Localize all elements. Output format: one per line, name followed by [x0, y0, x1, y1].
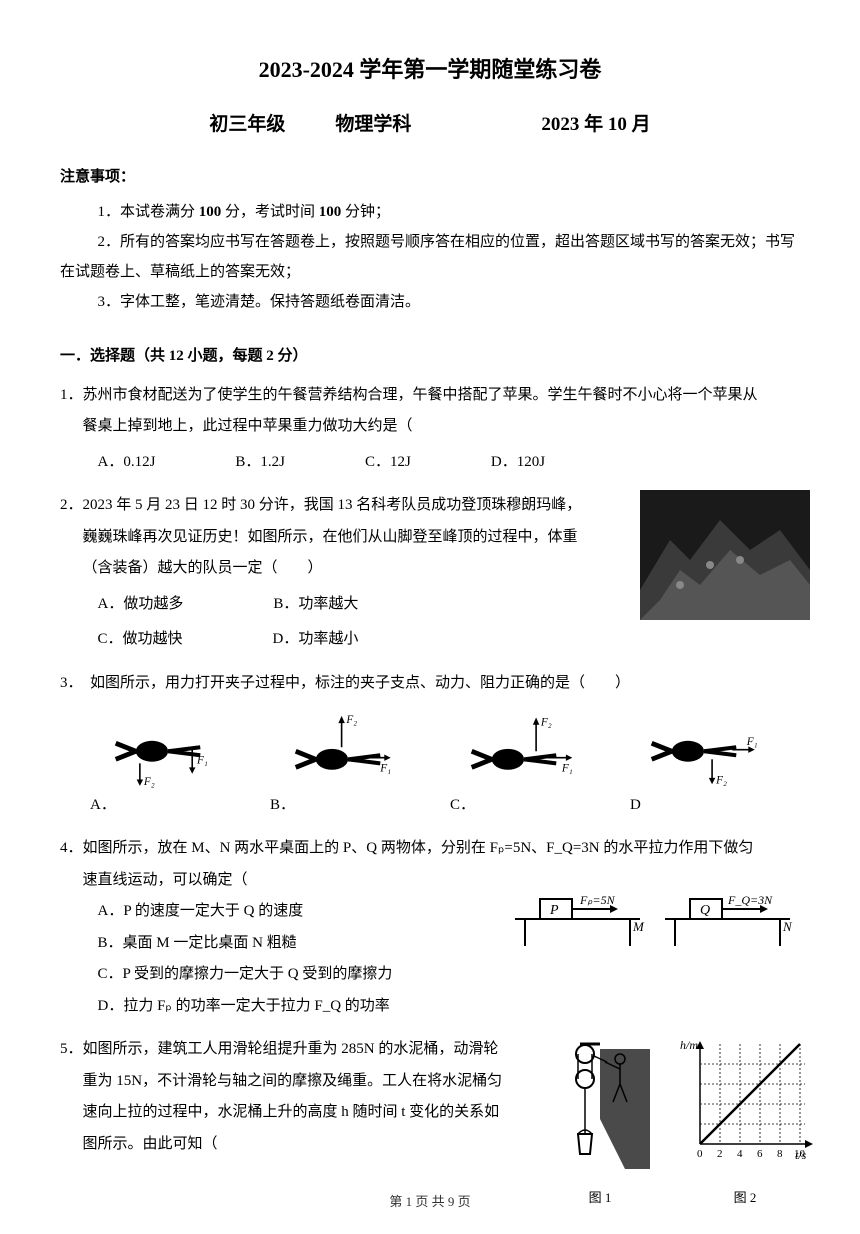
q1-num: 1． — [60, 387, 83, 403]
q3d-f1: F₁ — [746, 736, 758, 748]
svg-text:O: O — [497, 756, 505, 767]
q3-text: 如图所示，用力打开夹子过程中，标注的夹子支点、动力、阻力正确的是（ ） — [90, 675, 630, 691]
notice-item-2: 2．所有的答案均应书写在答题卷上，按照题号顺序答在相应的位置，超出答题区域书写的… — [60, 227, 800, 287]
question-4: P Fₚ=5N M Q F_Q=3N N 4．如图所示，放在 M、N 两水平桌面… — [60, 833, 800, 1022]
svg-text:2: 2 — [717, 1148, 723, 1160]
q2-options-row2: C．做功越快 D．功率越小 — [60, 624, 800, 656]
svg-text:10: 10 — [794, 1148, 806, 1160]
svg-text:M: M — [632, 919, 645, 934]
q3-labelB: B． — [270, 790, 295, 822]
date-label: 2023 年 10 月 — [541, 108, 650, 142]
q2-optA: A．做功越多 — [98, 589, 184, 621]
notice-1-suffix: 分钟； — [341, 204, 390, 220]
q1-optB: B．1.2J — [235, 447, 285, 479]
svg-text:Q: Q — [700, 903, 710, 918]
notice-1-bold2: 100 — [319, 204, 342, 220]
q3d-f2: F₂ — [715, 775, 727, 787]
q3b-f2: F₂ — [345, 714, 357, 726]
q3a-f2: F₂ — [143, 776, 155, 787]
page-title: 2023-2024 学年第一学期随堂练习卷 — [60, 50, 800, 90]
notice-1-mid: 分，考试时间 — [221, 204, 319, 220]
q4-line1: 如图所示，放在 M、N 两水平桌面上的 P、Q 两物体，分别在 Fₚ=5N、F_… — [83, 840, 754, 856]
q4-num: 4． — [60, 840, 83, 856]
q2-optD: D．功率越小 — [273, 624, 359, 656]
q5-fig2: h/m t/s 0 2 4 6 8 10 图 — [675, 1034, 815, 1211]
section-1-header: 一．选择题（共 12 小题，每题 2 分） — [60, 343, 800, 370]
question-2: 2．2023 年 5 月 23 日 12 时 30 分许，我国 13 名科考队员… — [60, 490, 800, 656]
notice-1-prefix: 1． — [98, 204, 121, 220]
q2-optB: B．功率越大 — [273, 589, 358, 621]
q1-line1: 苏州市食材配送为了使学生的午餐营养结构合理，午餐中搭配了苹果。学生午餐时不小心将… — [83, 387, 758, 403]
notice-1-text: 本试卷满分 — [120, 204, 199, 220]
q2-optC: C．做功越快 — [98, 624, 183, 656]
subject-label: 物理学科 — [335, 108, 411, 142]
svg-text:O: O — [677, 748, 685, 759]
svg-text:O: O — [340, 756, 348, 767]
notice-header: 注意事项： — [60, 164, 800, 191]
svg-text:N: N — [782, 919, 793, 934]
q3a-f1: F₁ — [196, 755, 208, 767]
q2-line1: 2023 年 5 月 23 日 12 时 30 分许，我国 13 名科考队员成功… — [83, 497, 582, 513]
question-1: 1．苏州市食材配送为了使学生的午餐营养结构合理，午餐中搭配了苹果。学生午餐时不小… — [60, 380, 800, 479]
q5-fig1: 图 1 — [545, 1034, 655, 1211]
q3-labelD: D — [630, 790, 641, 822]
q1-optD: D．120J — [491, 447, 545, 479]
q3c-f1: F₁ — [561, 763, 573, 775]
q5-num: 5． — [60, 1041, 83, 1057]
question-3: 3． 如图所示，用力打开夹子过程中，标注的夹子支点、动力、阻力正确的是（ ） O … — [60, 668, 800, 822]
q3-fig-C: O F₂ F₁ C． — [440, 711, 600, 821]
svg-text:4: 4 — [737, 1148, 743, 1160]
q2-mountain-image — [640, 490, 810, 620]
q3-fig-A: O F₁ F₂ A． — [80, 711, 240, 821]
q1-options: A．0.12J B．1.2J C．12J D．120J — [60, 447, 800, 479]
q3c-f2: F₂ — [540, 717, 552, 729]
svg-text:6: 6 — [757, 1148, 763, 1160]
q3-fig-D: O F₁ F₂ D — [620, 711, 780, 821]
q3-labelA: A． — [90, 790, 116, 822]
svg-text:P: P — [549, 903, 559, 918]
q1-line2: 餐桌上掉到地上，此过程中苹果重力做功大约是（ — [60, 411, 800, 443]
q3-fig-B: O F₂ F₁ B． — [260, 711, 420, 821]
subtitle-row: 初三年级 物理学科 2023 年 10 月 — [60, 108, 800, 142]
svg-text:F_Q=3N: F_Q=3N — [727, 893, 773, 907]
q1-optA: A．0.12J — [98, 447, 156, 479]
notice-1-bold1: 100 — [199, 204, 222, 220]
q3-figures: O F₁ F₂ A． O F₂ F₁ B． — [60, 711, 800, 821]
q3-num: 3． — [60, 675, 83, 691]
svg-text:O: O — [160, 748, 168, 759]
question-5: 图 1 h/m t/s 0 2 — [60, 1034, 800, 1160]
svg-text:h/m: h/m — [680, 1038, 698, 1052]
q4-diagram: P Fₚ=5N M Q F_Q=3N N — [510, 891, 800, 974]
q5-figures: 图 1 h/m t/s 0 2 — [545, 1034, 815, 1211]
q3b-f1: F₁ — [379, 763, 391, 775]
q5-fig2-label: 图 2 — [675, 1184, 815, 1211]
notice-item-3: 3．字体工整，笔迹清楚。保持答题纸卷面清洁。 — [60, 287, 800, 317]
svg-text:8: 8 — [777, 1148, 783, 1160]
q2-num: 2． — [60, 497, 83, 513]
grade-label: 初三年级 — [209, 108, 285, 142]
svg-text:0: 0 — [697, 1148, 703, 1160]
q4-optD: D．拉力 Fₚ 的功率一定大于拉力 F_Q 的功率 — [98, 991, 801, 1023]
notice-item-1: 1．本试卷满分 100 分，考试时间 100 分钟； — [60, 197, 800, 227]
q3-labelC: C． — [450, 790, 475, 822]
q5-fig1-label: 图 1 — [545, 1184, 655, 1211]
svg-text:Fₚ=5N: Fₚ=5N — [579, 893, 616, 907]
q5-line1: 如图所示，建筑工人用滑轮组提升重为 285N 的水泥桶，动滑轮 — [83, 1041, 499, 1057]
q1-optC: C．12J — [365, 447, 411, 479]
